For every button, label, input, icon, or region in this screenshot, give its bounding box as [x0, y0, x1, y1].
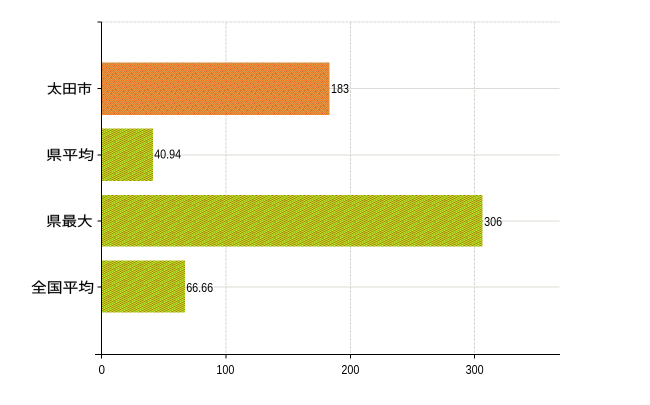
svg-text:200: 200	[341, 362, 359, 377]
svg-text:183: 183	[331, 81, 349, 96]
svg-text:0: 0	[98, 362, 105, 377]
svg-text:306: 306	[484, 214, 502, 229]
svg-text:40.94: 40.94	[154, 147, 181, 162]
svg-text:66.66: 66.66	[186, 280, 213, 295]
svg-text:300: 300	[466, 362, 484, 377]
svg-text:100: 100	[216, 362, 234, 377]
